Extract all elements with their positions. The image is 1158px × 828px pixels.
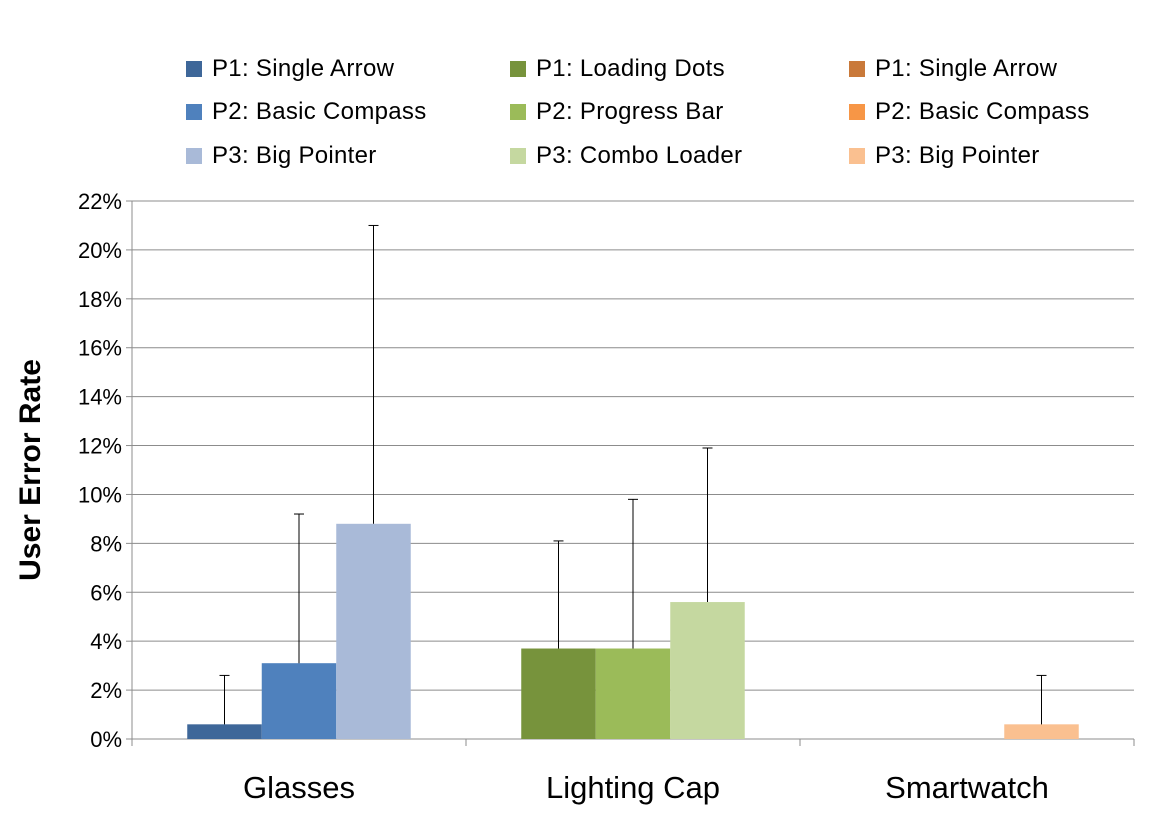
legend-label: P3: Big Pointer (875, 142, 1040, 169)
legend-item: P3: Big Pointer (186, 141, 377, 171)
bar (261, 663, 337, 739)
bar (1004, 724, 1079, 739)
bar (187, 724, 262, 739)
legend-swatch (510, 104, 526, 120)
legend-swatch (849, 148, 865, 164)
legend-item: P3: Combo Loader (510, 141, 742, 171)
legend-item: P1: Single Arrow (849, 54, 1057, 84)
x-tick-label: Lighting Cap (546, 770, 720, 805)
legend-swatch (510, 148, 526, 164)
legend-swatch (849, 104, 865, 120)
legend-label: P2: Basic Compass (875, 98, 1090, 125)
legend: P1: Single Arrow P2: Basic Compass P3: Big… (0, 0, 1158, 190)
legend-label: P1: Single Arrow (212, 55, 395, 82)
x-tick-label: Smartwatch (885, 770, 1049, 805)
legend-item: P1: Single Arrow (186, 54, 394, 84)
bar (595, 648, 671, 739)
legend-label: P1: Loading Dots (536, 55, 725, 82)
legend-item: P3: Big Pointer (849, 141, 1040, 171)
y-tick-label: 10% (78, 482, 122, 507)
legend-item: P1: Loading Dots (510, 54, 725, 84)
y-tick-label: 20% (78, 238, 122, 263)
y-axis-label: User Error Rate (14, 359, 47, 581)
bar (670, 602, 745, 739)
legend-label: P3: Combo Loader (536, 142, 743, 169)
legend-swatch (186, 61, 202, 77)
y-tick-label: 22% (78, 189, 122, 214)
legend-item: P2: Basic Compass (849, 97, 1090, 127)
y-tick-label: 4% (90, 629, 122, 654)
legend-label: P2: Progress Bar (536, 98, 724, 125)
legend-swatch (849, 61, 865, 77)
legend-swatch (510, 61, 526, 77)
legend-item: P2: Progress Bar (510, 97, 724, 127)
legend-label: P2: Basic Compass (212, 98, 427, 125)
y-tick-label: 12% (78, 434, 122, 459)
y-tick-label: 0% (90, 727, 122, 752)
y-tick-label: 14% (78, 385, 122, 410)
y-tick-label: 8% (90, 531, 122, 556)
bar (521, 648, 596, 739)
legend-label: P3: Big Pointer (212, 142, 377, 169)
y-tick-label: 6% (90, 580, 122, 605)
legend-swatch (186, 104, 202, 120)
legend-label: P1: Single Arrow (875, 55, 1058, 82)
legend-item: P2: Basic Compass (186, 97, 427, 127)
legend-swatch (186, 148, 202, 164)
x-tick-label: Glasses (243, 770, 355, 805)
y-tick-label: 16% (78, 336, 122, 361)
bar (336, 523, 411, 739)
y-tick-label: 18% (78, 287, 122, 312)
y-tick-label: 2% (90, 678, 122, 703)
